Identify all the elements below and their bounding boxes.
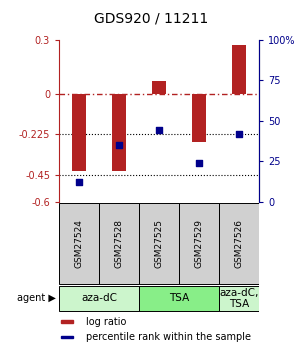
Text: log ratio: log ratio xyxy=(85,317,126,327)
Text: GDS920 / 11211: GDS920 / 11211 xyxy=(94,12,209,26)
Text: agent ▶: agent ▶ xyxy=(17,294,56,303)
Bar xyxy=(192,94,206,142)
Text: percentile rank within the sample: percentile rank within the sample xyxy=(85,332,251,342)
Point xyxy=(117,142,122,148)
Text: GSM27528: GSM27528 xyxy=(115,219,124,268)
Point xyxy=(157,128,161,133)
Text: TSA: TSA xyxy=(169,294,189,303)
Bar xyxy=(112,94,126,171)
Text: GSM27524: GSM27524 xyxy=(75,219,84,268)
Text: aza-dC: aza-dC xyxy=(81,294,117,303)
Bar xyxy=(139,203,179,284)
Bar xyxy=(99,203,139,284)
Bar xyxy=(179,203,219,284)
Bar xyxy=(219,286,259,311)
Bar xyxy=(152,81,166,94)
Bar xyxy=(59,286,139,311)
Point xyxy=(237,131,241,137)
Bar xyxy=(61,336,72,338)
Point xyxy=(197,160,201,166)
Bar xyxy=(72,94,86,171)
Text: GSM27525: GSM27525 xyxy=(155,219,164,268)
Text: GSM27526: GSM27526 xyxy=(235,219,244,268)
Bar xyxy=(219,203,259,284)
Text: GSM27529: GSM27529 xyxy=(195,219,204,268)
Bar xyxy=(61,321,72,323)
Bar xyxy=(139,286,219,311)
Text: aza-dC,
TSA: aza-dC, TSA xyxy=(219,288,259,309)
Bar xyxy=(232,45,246,94)
Bar xyxy=(59,203,99,284)
Point xyxy=(77,180,82,185)
